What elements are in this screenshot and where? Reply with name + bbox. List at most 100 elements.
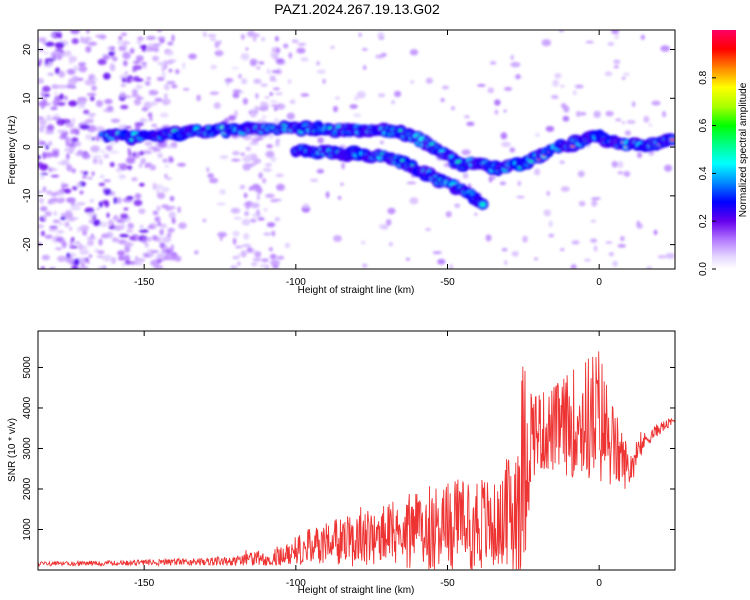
heatmap-noise-cell xyxy=(662,110,667,118)
heatmap-noise-cell xyxy=(250,110,257,118)
heatmap-noise-cell xyxy=(168,68,173,73)
spectrogram-y-tick-label: -10 xyxy=(22,188,33,203)
heatmap-noise-cell xyxy=(504,260,508,266)
heatmap-noise-cell xyxy=(664,164,673,172)
heatmap-noise-cell xyxy=(79,249,90,255)
heatmap-noise-cell xyxy=(60,216,66,221)
snr-y-label: SNR (10 * v/v) xyxy=(7,418,18,482)
heatmap-noise-cell xyxy=(175,68,180,75)
heatmap-noise-cell xyxy=(124,245,131,253)
heatmap-noise-cell xyxy=(563,105,570,113)
heatmap-noise-cell xyxy=(303,203,310,209)
heatmap-noise-cell xyxy=(242,135,252,141)
heatmap-noise-cell xyxy=(623,170,631,177)
heatmap-noise-cell xyxy=(105,145,113,151)
heatmap-noise-cell xyxy=(161,236,172,243)
heatmap-noise-cell xyxy=(135,258,145,261)
heatmap-ridge-core xyxy=(481,203,485,206)
heatmap-noise-cell xyxy=(141,106,149,112)
heatmap-noise-cell xyxy=(249,202,260,209)
heatmap-noise-cell xyxy=(511,251,519,257)
heatmap-noise-cell xyxy=(330,45,335,49)
heatmap-noise-cell xyxy=(43,52,50,55)
heatmap-noise-cell xyxy=(214,50,224,57)
spectrogram-x-label: Height of straight line (km) xyxy=(298,285,415,296)
heatmap-noise-cell xyxy=(560,186,570,192)
heatmap-noise-cell xyxy=(477,84,486,87)
heatmap-noise-cell xyxy=(146,76,152,81)
heatmap-noise-cell xyxy=(660,45,671,52)
heatmap-noise-cell xyxy=(41,40,46,45)
heatmap-noise-cell xyxy=(464,115,470,119)
heatmap-noise-cell xyxy=(262,167,272,173)
heatmap-noise-cell xyxy=(250,218,257,223)
heatmap-noise-cell xyxy=(269,253,277,260)
heatmap-noise-cell xyxy=(142,150,153,155)
heatmap-noise-cell xyxy=(388,242,394,247)
heatmap-noise-cell xyxy=(548,233,555,238)
heatmap-noise-cell xyxy=(209,38,217,41)
heatmap-noise-cell xyxy=(291,39,299,44)
heatmap-noise-cell xyxy=(94,248,99,254)
heatmap-noise-cell xyxy=(152,235,158,241)
heatmap-noise-cell xyxy=(92,81,96,85)
heatmap-noise-cell xyxy=(546,190,550,196)
heatmap-noise-cell xyxy=(646,265,653,269)
heatmap-noise-cell xyxy=(196,94,201,102)
heatmap-noise-cell xyxy=(487,87,494,94)
heatmap-noise-cell xyxy=(560,248,565,252)
heatmap-noise-cell xyxy=(136,97,145,100)
heatmap-noise-cell xyxy=(268,247,274,252)
heatmap-noise-cell xyxy=(48,199,52,205)
heatmap-noise-cell xyxy=(57,230,65,234)
heatmap-noise-cell xyxy=(54,247,63,251)
heatmap-noise-cell xyxy=(558,30,564,33)
heatmap-noise-cell xyxy=(272,265,280,269)
heatmap-noise-cell xyxy=(165,176,172,181)
heatmap-noise-cell xyxy=(126,165,133,170)
heatmap-noise-cell xyxy=(125,229,133,233)
heatmap-noise-cell xyxy=(405,258,411,261)
heatmap-noise-cell xyxy=(626,120,636,124)
heatmap-noise-cell xyxy=(266,222,276,228)
heatmap-noise-cell xyxy=(265,150,275,158)
heatmap-noise-cell xyxy=(40,266,45,269)
heatmap-noise-cell xyxy=(349,104,358,109)
heatmap-noise-cell xyxy=(461,149,471,156)
heatmap-noise-cell xyxy=(289,99,296,104)
heatmap-ridge-core xyxy=(669,138,675,142)
heatmap-noise-cell xyxy=(241,78,248,85)
heatmap-noise-cell xyxy=(135,84,143,90)
snr-x-tick-label: -150 xyxy=(134,578,154,589)
heatmap-noise-cell xyxy=(240,53,250,61)
heatmap-noise-cell xyxy=(559,160,565,165)
heatmap-noise-cell xyxy=(613,59,621,65)
heatmap-noise-cell xyxy=(316,168,325,174)
heatmap-noise-cell xyxy=(147,112,153,118)
heatmap-noise-cell xyxy=(194,250,199,255)
heatmap-noise-cell xyxy=(437,258,446,265)
heatmap-noise-cell xyxy=(39,124,46,130)
heatmap-noise-cell xyxy=(111,237,120,243)
heatmap-noise-cell xyxy=(258,105,269,112)
heatmap-noise-cell xyxy=(59,93,65,100)
heatmap-noise-cell xyxy=(120,83,126,88)
heatmap-noise-cell xyxy=(274,36,279,42)
heatmap-noise-cell xyxy=(55,237,64,242)
heatmap-noise-cell xyxy=(605,110,614,117)
heatmap-ridge-core xyxy=(129,138,133,142)
heatmap-noise-cell xyxy=(144,80,151,86)
heatmap-noise-cell xyxy=(106,105,114,112)
heatmap-noise-cell xyxy=(216,202,226,206)
spectrogram-x-tick-label: -50 xyxy=(440,277,455,288)
heatmap-noise-cell xyxy=(131,177,138,182)
heatmap-noise-cell xyxy=(147,252,155,256)
heatmap-noise-cell xyxy=(276,59,285,63)
heatmap-noise-cell xyxy=(341,162,345,170)
heatmap-noise-cell xyxy=(127,150,132,157)
heatmap-noise-cell xyxy=(206,167,210,173)
heatmap-noise-cell xyxy=(117,250,126,256)
heatmap-noise-cell xyxy=(409,197,419,205)
heatmap-noise-cell xyxy=(97,58,107,66)
